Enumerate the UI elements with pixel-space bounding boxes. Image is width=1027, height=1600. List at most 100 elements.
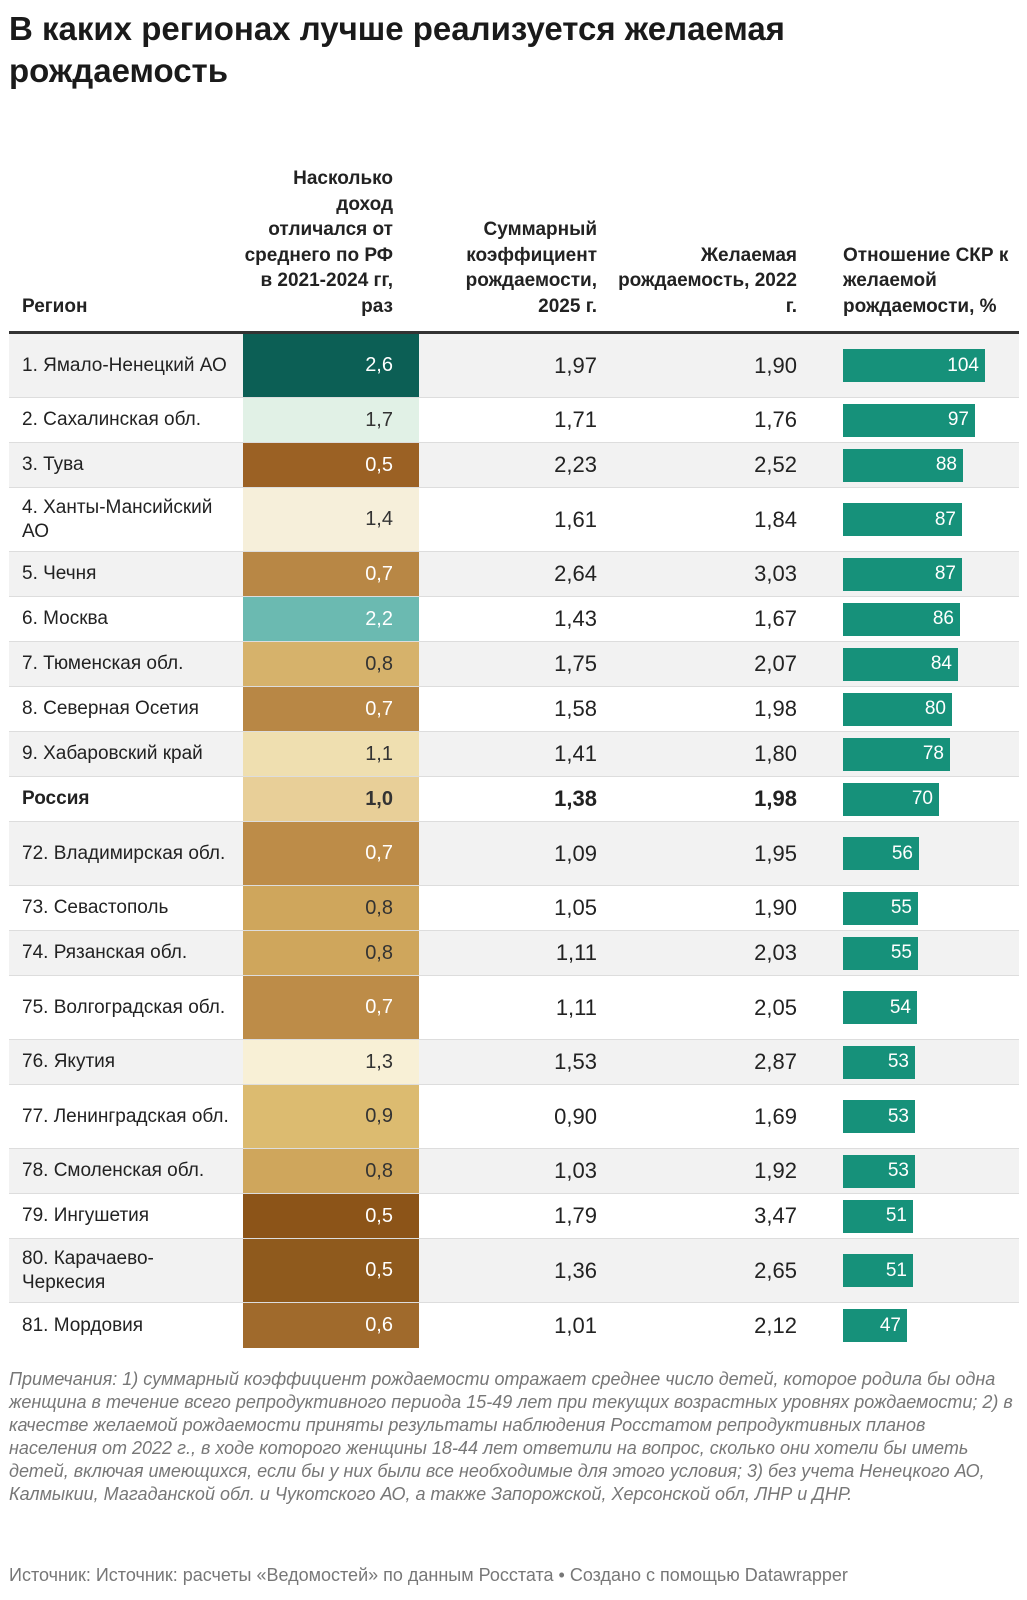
ratio-cell: 53 xyxy=(843,1085,1013,1148)
ratio-bar: 54 xyxy=(843,991,917,1024)
ratio-bar: 55 xyxy=(843,936,918,970)
ratio-cell: 87 xyxy=(843,488,1013,551)
region-name: 4. Ханты-Мансийский АО xyxy=(22,496,213,542)
income-ratio-cell: 0,9 xyxy=(243,1085,419,1148)
tfr-value: 0,90 xyxy=(554,1103,597,1129)
ratio-bar: 84 xyxy=(843,647,958,681)
region-name: 7. Тюменская обл. xyxy=(22,653,184,674)
table-row: 77. Ленинградская обл. 0,9 0,90 1,69 53 xyxy=(9,1085,1019,1149)
desired-fertility-value: 2,03 xyxy=(754,940,797,965)
header-ratio: Отношение СКР к желаемой рождаемости, % xyxy=(843,244,1009,317)
income-ratio-cell: 1,4 xyxy=(243,488,419,551)
ratio-cell: 53 xyxy=(843,1149,1013,1193)
tfr-value: 1,75 xyxy=(554,651,597,676)
region-name: 2. Сахалинская обл. xyxy=(22,409,201,430)
region-name: 9. Хабаровский край xyxy=(22,743,203,764)
income-ratio-cell: 1,3 xyxy=(243,1040,419,1084)
income-ratio-cell: 2,6 xyxy=(243,334,419,397)
table-row: 74. Рязанская обл. 0,8 1,11 2,03 55 xyxy=(9,931,1019,976)
ratio-bar: 87 xyxy=(843,557,962,591)
ratio-bar: 70 xyxy=(843,782,939,816)
table-row: Россия 1,0 1,38 1,98 70 xyxy=(9,777,1019,822)
desired-fertility-value: 1,76 xyxy=(754,407,797,432)
region-name: 79. Ингушетия xyxy=(22,1205,150,1226)
region-name: 1. Ямало-Ненецкий АО xyxy=(22,354,227,376)
table-row: 9. Хабаровский край 1,1 1,41 1,80 78 xyxy=(9,732,1019,777)
ratio-cell: 84 xyxy=(843,642,1013,686)
region-name: 3. Тува xyxy=(22,454,84,475)
tfr-value: 1,79 xyxy=(554,1203,597,1228)
desired-fertility-value: 1,98 xyxy=(754,786,797,811)
ratio-bar: 78 xyxy=(843,737,950,771)
ratio-bar: 104 xyxy=(843,349,985,382)
ratio-cell: 55 xyxy=(843,886,1013,930)
desired-fertility-value: 2,05 xyxy=(754,994,797,1020)
income-ratio-cell: 0,5 xyxy=(243,1239,419,1302)
income-ratio-cell: 1,7 xyxy=(243,398,419,442)
desired-fertility-value: 3,47 xyxy=(754,1203,797,1228)
ratio-bar: 88 xyxy=(843,448,963,482)
table-row: 1. Ямало-Ненецкий АО 2,6 1,97 1,90 104 xyxy=(9,334,1019,398)
desired-fertility-value: 1,98 xyxy=(754,696,797,721)
table-row: 8. Северная Осетия 0,7 1,58 1,98 80 xyxy=(9,687,1019,732)
ratio-bar: 97 xyxy=(843,403,975,437)
income-ratio-cell: 0,5 xyxy=(243,1194,419,1238)
ratio-cell: 70 xyxy=(843,777,1013,821)
source-line: Источник: Источник: расчеты «Ведомостей»… xyxy=(9,1565,848,1585)
region-name: 8. Северная Осетия xyxy=(22,698,199,719)
ratio-cell: 86 xyxy=(843,597,1013,641)
region-name: 73. Севастополь xyxy=(22,897,169,918)
header-tfr: Суммарный коэффициент рождаемости, 2025 … xyxy=(465,219,597,317)
ratio-bar: 53 xyxy=(843,1154,915,1188)
desired-fertility-value: 2,12 xyxy=(754,1312,797,1338)
income-ratio-cell: 1,0 xyxy=(243,777,419,821)
region-name: 78. Смоленская обл. xyxy=(22,1160,205,1181)
income-ratio-cell: 0,8 xyxy=(243,886,419,930)
tfr-value: 1,05 xyxy=(554,895,597,920)
ratio-cell: 97 xyxy=(843,398,1013,442)
desired-fertility-value: 2,87 xyxy=(754,1049,797,1074)
tfr-value: 1,03 xyxy=(554,1158,597,1183)
tfr-value: 1,11 xyxy=(555,940,597,965)
tfr-value: 1,43 xyxy=(554,606,597,631)
income-ratio-cell: 1,1 xyxy=(243,732,419,776)
region-name: 6. Москва xyxy=(22,608,108,629)
ratio-bar: 47 xyxy=(843,1309,907,1342)
desired-fertility-value: 1,90 xyxy=(754,895,797,920)
desired-fertility-value: 2,52 xyxy=(754,452,797,477)
income-ratio-cell: 0,7 xyxy=(243,822,419,885)
table-row: 72. Владимирская обл. 0,7 1,09 1,95 56 xyxy=(9,822,1019,886)
ratio-cell: 104 xyxy=(843,334,1013,397)
income-ratio-cell: 0,8 xyxy=(243,1149,419,1193)
ratio-cell: 56 xyxy=(843,822,1013,885)
income-ratio-cell: 2,2 xyxy=(243,597,419,641)
region-name: 75. Волгоградская обл. xyxy=(22,996,226,1018)
table-row: 75. Волгоградская обл. 0,7 1,11 2,05 54 xyxy=(9,976,1019,1040)
tfr-value: 1,11 xyxy=(555,994,597,1020)
table-row: 73. Севастополь 0,8 1,05 1,90 55 xyxy=(9,886,1019,931)
table-header: Регион Насколько доход отличался от сред… xyxy=(9,135,1019,334)
ratio-bar: 55 xyxy=(843,891,918,925)
ratio-cell: 88 xyxy=(843,443,1013,487)
region-name: 77. Ленинградская обл. xyxy=(22,1105,229,1127)
tfr-value: 1,01 xyxy=(554,1312,597,1338)
region-name: 80. Карачаево-Черкесия xyxy=(22,1247,154,1293)
ratio-bar: 53 xyxy=(843,1045,915,1079)
ratio-bar: 56 xyxy=(843,837,919,870)
tfr-value: 1,61 xyxy=(554,506,597,532)
region-name: 5. Чечня xyxy=(22,563,97,584)
desired-fertility-value: 2,65 xyxy=(754,1257,797,1283)
ratio-cell: 55 xyxy=(843,931,1013,975)
notes: Примечания: 1) суммарный коэффициент рож… xyxy=(9,1369,1013,1504)
ratio-bar: 51 xyxy=(843,1199,913,1233)
ratio-cell: 47 xyxy=(843,1303,1013,1348)
table-row: 80. Карачаево-Черкесия 0,5 1,36 2,65 51 xyxy=(9,1239,1019,1303)
ratio-bar: 80 xyxy=(843,692,952,726)
table-row: 2. Сахалинская обл. 1,7 1,71 1,76 97 xyxy=(9,398,1019,443)
region-name: 81. Мордовия xyxy=(22,1314,144,1336)
tfr-value: 1,36 xyxy=(554,1257,597,1283)
tfr-value: 1,97 xyxy=(554,352,597,378)
table-row: 3. Тува 0,5 2,23 2,52 88 xyxy=(9,443,1019,488)
desired-fertility-value: 1,90 xyxy=(754,352,797,378)
header-desired: Желаемая рождаемость, 2022 г. xyxy=(618,244,797,317)
